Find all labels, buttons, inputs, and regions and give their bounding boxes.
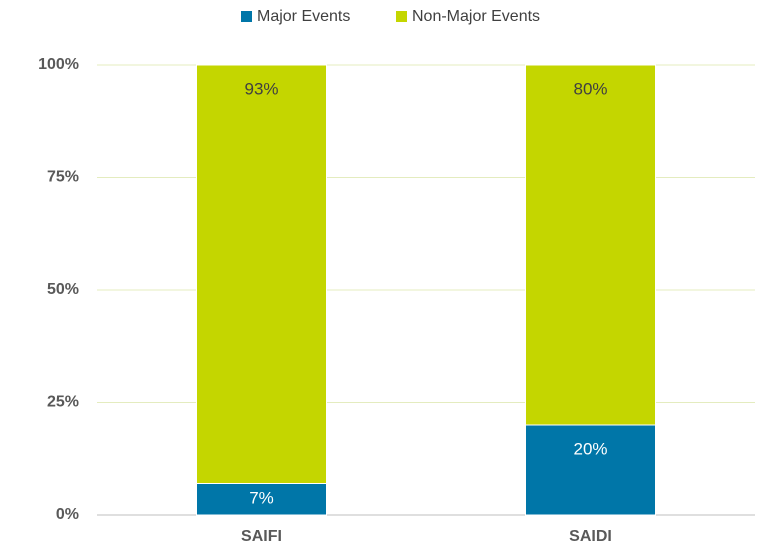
x-tick-label: SAIDI (569, 528, 612, 545)
legend-label: Non-Major Events (412, 8, 540, 25)
y-tick-label: 25% (47, 394, 79, 411)
y-tick-label: 0% (56, 506, 79, 523)
legend-label: Major Events (257, 8, 350, 25)
bar-segment (196, 483, 327, 516)
bar-segment (525, 64, 656, 426)
data-label: 20% (573, 439, 607, 458)
data-label: 80% (573, 79, 607, 98)
y-tick-label: 100% (38, 56, 79, 73)
y-tick-label: 50% (47, 281, 79, 298)
legend-swatch (396, 11, 407, 22)
legend-swatch (241, 11, 252, 22)
y-tick-label: 75% (47, 169, 79, 186)
x-tick-label: SAIFI (241, 528, 282, 545)
data-label: 7% (249, 489, 274, 508)
data-label: 93% (244, 79, 278, 98)
bar-segment (525, 424, 656, 516)
bar-segment (196, 64, 327, 484)
